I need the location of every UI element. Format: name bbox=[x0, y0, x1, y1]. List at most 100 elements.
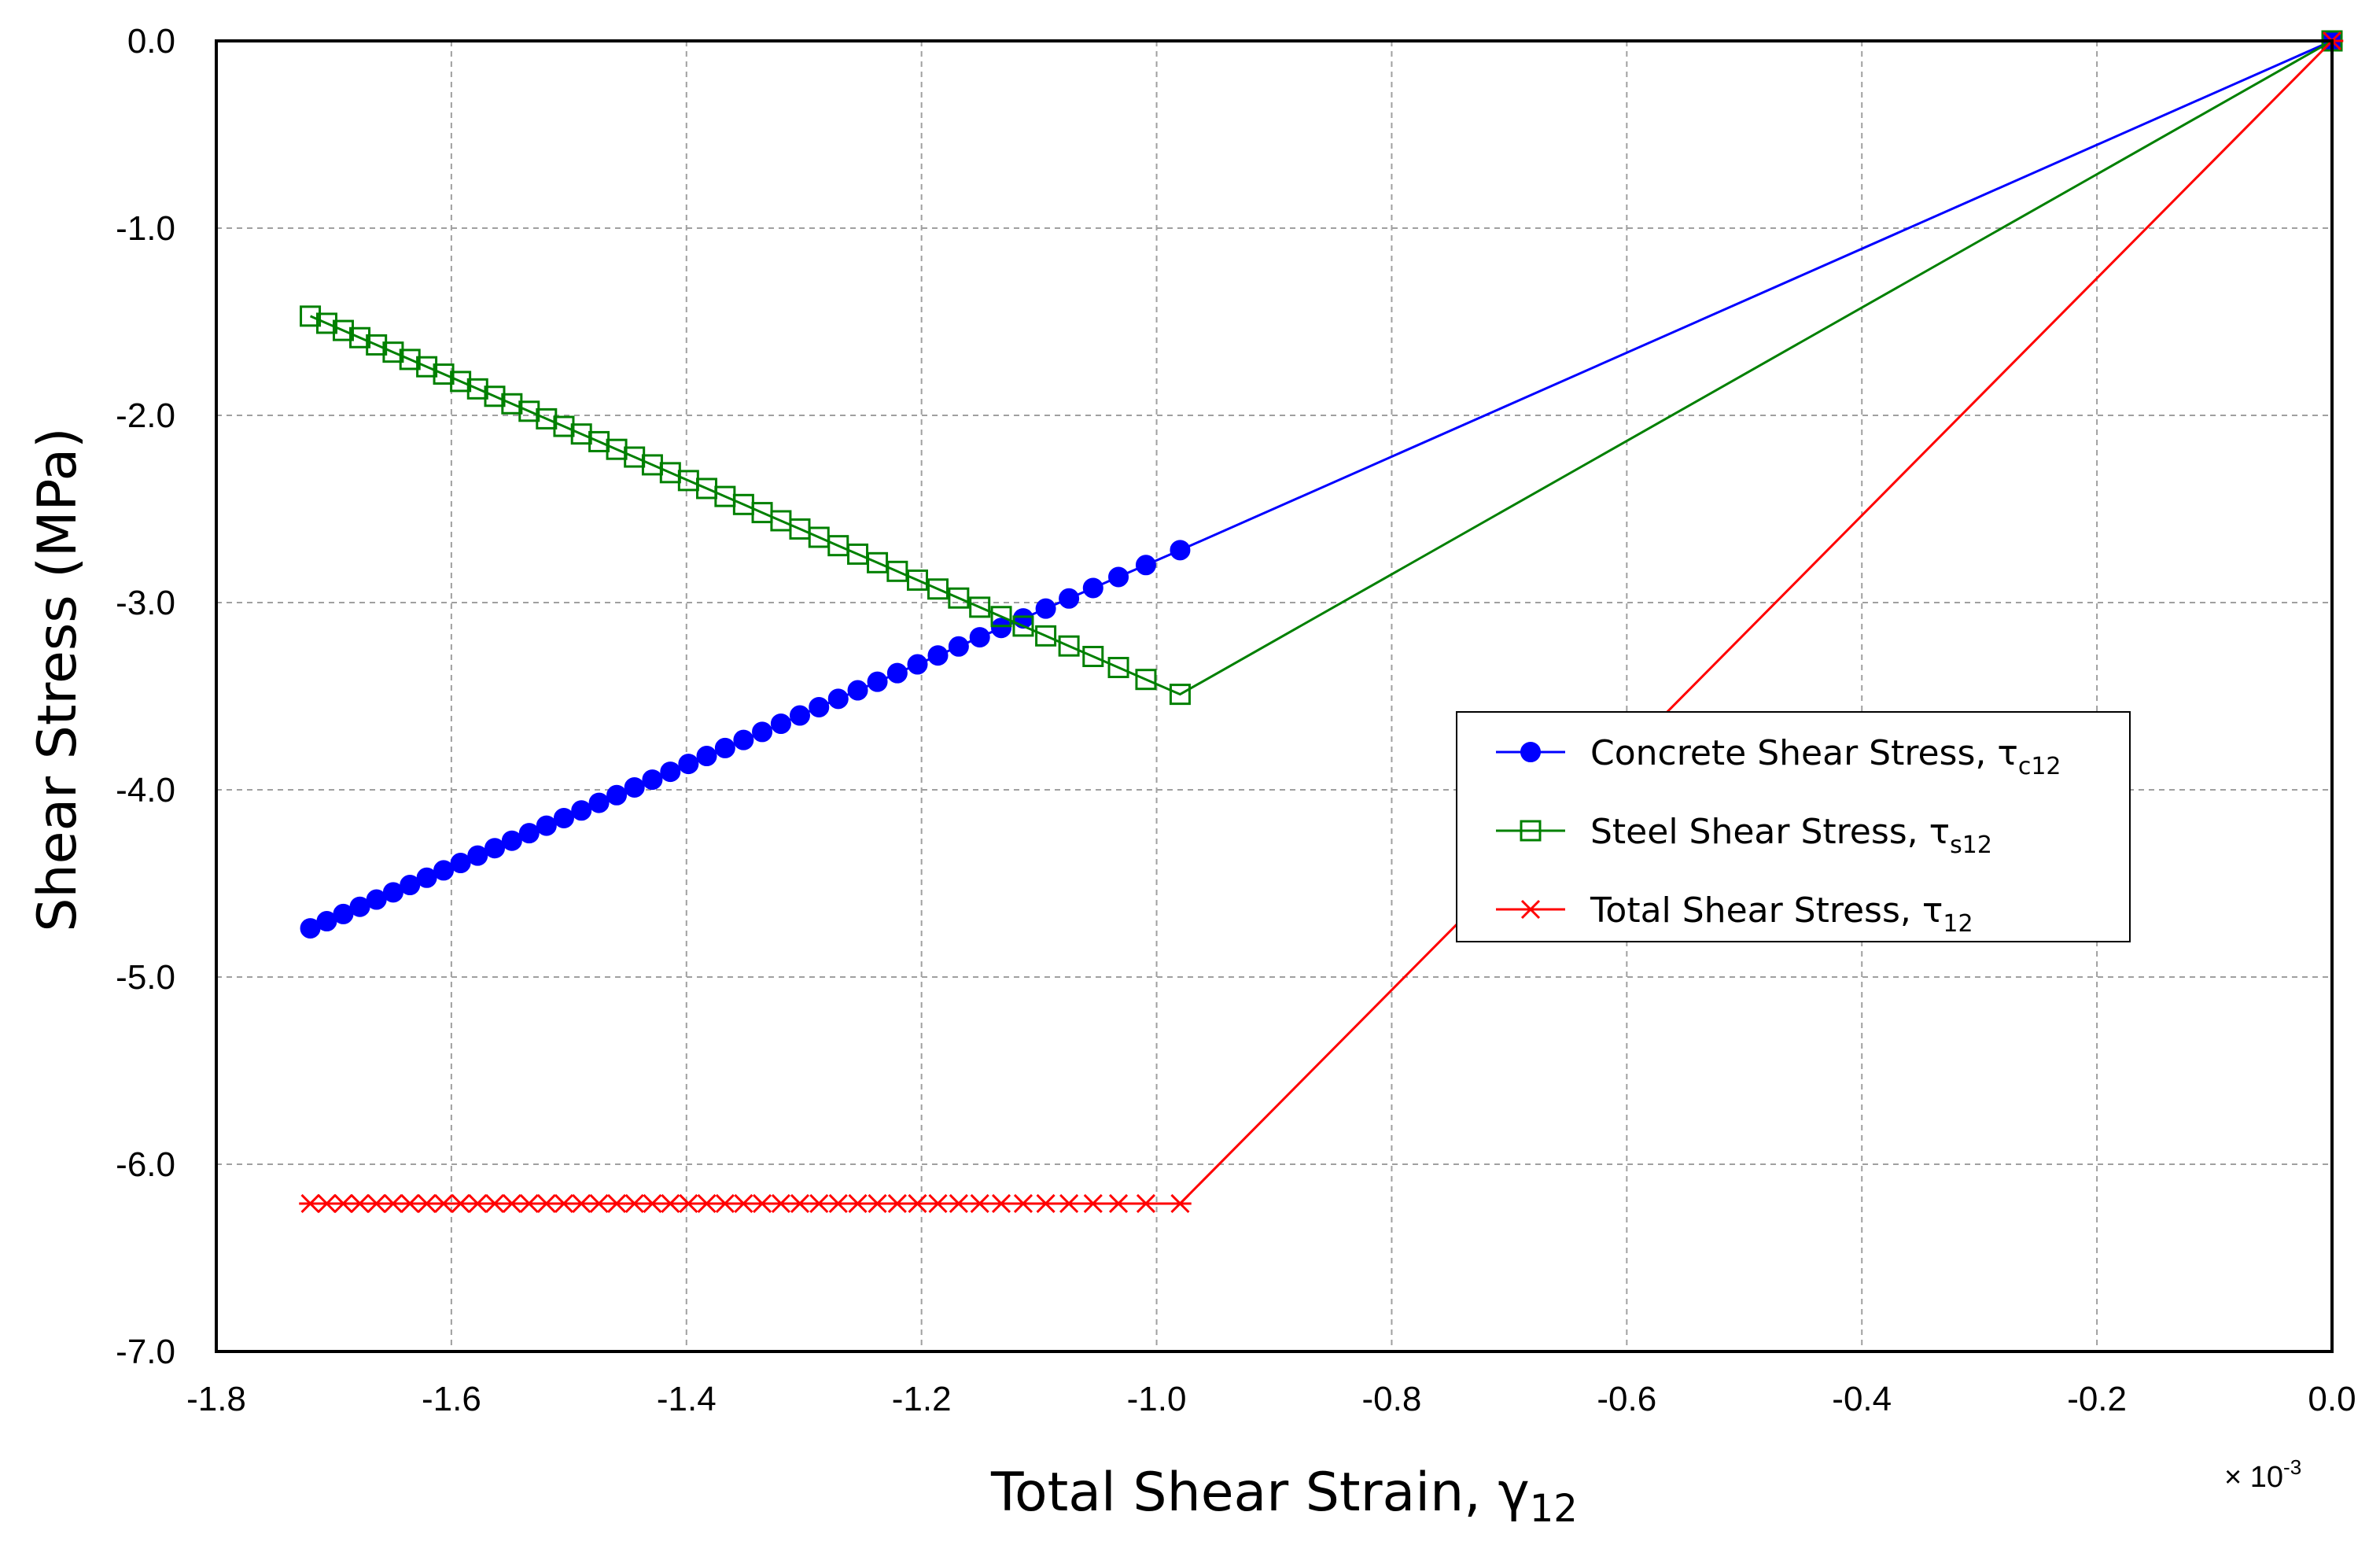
data-point bbox=[553, 807, 574, 828]
data-point bbox=[769, 1193, 793, 1214]
data-point bbox=[968, 1193, 991, 1214]
data-point bbox=[886, 662, 908, 684]
x-axis-title-sub: 12 bbox=[1530, 1487, 1578, 1531]
legend-label-sub: c12 bbox=[2018, 753, 2061, 780]
data-point bbox=[660, 761, 681, 783]
legend-item: Concrete Shear Stress, τc12 bbox=[1496, 733, 2061, 780]
data-point bbox=[382, 882, 403, 903]
data-point bbox=[1059, 588, 1080, 609]
data-point bbox=[948, 587, 970, 609]
data-point bbox=[416, 867, 437, 888]
y-tick-label: -2.0 bbox=[116, 396, 175, 435]
legend-label-main: Total Shear Stress, τ bbox=[1590, 890, 1943, 931]
y-tick-label: -4.0 bbox=[116, 771, 175, 809]
data-point bbox=[991, 618, 1012, 639]
y-axis-title: Shear Stress (MPa) bbox=[27, 427, 89, 931]
data-point bbox=[969, 627, 990, 648]
data-point bbox=[642, 769, 663, 791]
x-tick-label: -0.4 bbox=[1832, 1380, 1892, 1418]
data-point bbox=[907, 654, 928, 675]
data-point bbox=[1107, 1193, 1130, 1214]
data-point bbox=[450, 371, 472, 393]
data-point bbox=[846, 1193, 869, 1214]
data-point bbox=[382, 341, 404, 363]
data-point bbox=[1107, 657, 1129, 679]
data-point bbox=[907, 569, 929, 591]
data-point bbox=[300, 305, 322, 327]
data-point bbox=[1035, 598, 1056, 619]
data-point bbox=[1058, 635, 1080, 657]
legend-label-sub: 12 bbox=[1943, 910, 1973, 938]
data-point bbox=[536, 815, 557, 836]
data-point bbox=[606, 784, 628, 806]
x-multiplier-base: × 10 bbox=[2224, 1461, 2283, 1494]
data-point bbox=[1034, 1193, 1057, 1214]
data-point bbox=[788, 1193, 812, 1214]
data-point bbox=[300, 918, 321, 939]
data-point bbox=[989, 1193, 1013, 1214]
data-point bbox=[467, 845, 488, 866]
data-point bbox=[606, 438, 628, 460]
data-point bbox=[518, 823, 540, 844]
data-point bbox=[433, 860, 455, 881]
data-point bbox=[752, 721, 773, 743]
data-point bbox=[518, 400, 540, 422]
x-tick-label: -0.6 bbox=[1597, 1380, 1656, 1418]
data-point bbox=[299, 1193, 322, 1214]
x-tick-label: -1.8 bbox=[186, 1380, 246, 1418]
data-point bbox=[866, 1193, 889, 1214]
data-point bbox=[867, 671, 888, 692]
data-point bbox=[570, 423, 592, 445]
data-point bbox=[588, 792, 610, 813]
grid-lines bbox=[216, 41, 2332, 1351]
y-tick-label: 0.0 bbox=[127, 22, 175, 61]
legend-label-main: Steel Shear Stress, τ bbox=[1590, 812, 1950, 852]
data-point bbox=[847, 680, 868, 701]
data-point bbox=[969, 596, 991, 618]
data-point bbox=[1169, 1193, 1192, 1214]
x-tick-label: -1.2 bbox=[892, 1380, 952, 1418]
y-tick-label: -3.0 bbox=[116, 584, 175, 622]
x-tick-label: -1.0 bbox=[1127, 1380, 1187, 1418]
series-line bbox=[310, 39, 2333, 696]
data-point bbox=[807, 1193, 831, 1214]
data-point bbox=[366, 334, 388, 356]
data-point bbox=[433, 363, 455, 385]
legend-swatch-marker bbox=[1519, 899, 1542, 920]
legend-label-main: Concrete Shear Stress, τ bbox=[1590, 733, 2018, 773]
data-point bbox=[466, 378, 488, 400]
legend-swatch-marker bbox=[1520, 820, 1542, 842]
data-point bbox=[1108, 566, 1129, 588]
data-point bbox=[1035, 625, 1057, 647]
legend-item: Steel Shear Stress, τs12 bbox=[1496, 812, 1992, 859]
data-point bbox=[886, 1193, 909, 1214]
data-point bbox=[571, 800, 592, 821]
x-axis-title: Total Shear Strain, γ12 bbox=[990, 1462, 1578, 1531]
data-point bbox=[553, 415, 575, 437]
data-point bbox=[536, 407, 558, 430]
data-point bbox=[332, 319, 354, 341]
data-point bbox=[1082, 577, 1103, 599]
data-point bbox=[827, 1193, 850, 1214]
x-tick-label: -0.2 bbox=[2067, 1380, 2127, 1418]
data-point bbox=[1012, 615, 1034, 637]
data-point bbox=[733, 729, 754, 750]
y-tick-label: -7.0 bbox=[116, 1333, 175, 1371]
legend-label: Total Shear Stress, τ12 bbox=[1590, 890, 1973, 938]
data-point bbox=[927, 645, 949, 666]
data-point bbox=[588, 430, 610, 452]
data-point bbox=[947, 1193, 971, 1214]
data-point bbox=[416, 356, 438, 378]
x-axis-title-main: Total Shear Strain, γ bbox=[990, 1462, 1530, 1524]
data-point bbox=[927, 578, 949, 600]
data-point bbox=[1082, 646, 1104, 668]
data-point bbox=[809, 696, 830, 717]
tick-labels: -1.8 -1.6 -1.4 -1.2 -1.0 -0.8 -0.6 -0.4 -0.2 0.0 0… bbox=[116, 22, 2356, 1418]
legend-box bbox=[1456, 711, 2131, 942]
series-1 bbox=[300, 31, 2342, 939]
data-point bbox=[789, 705, 810, 726]
series-2 bbox=[300, 30, 2343, 706]
x-multiplier-exp: -3 bbox=[2283, 1455, 2301, 1479]
series-group bbox=[299, 30, 2344, 1214]
